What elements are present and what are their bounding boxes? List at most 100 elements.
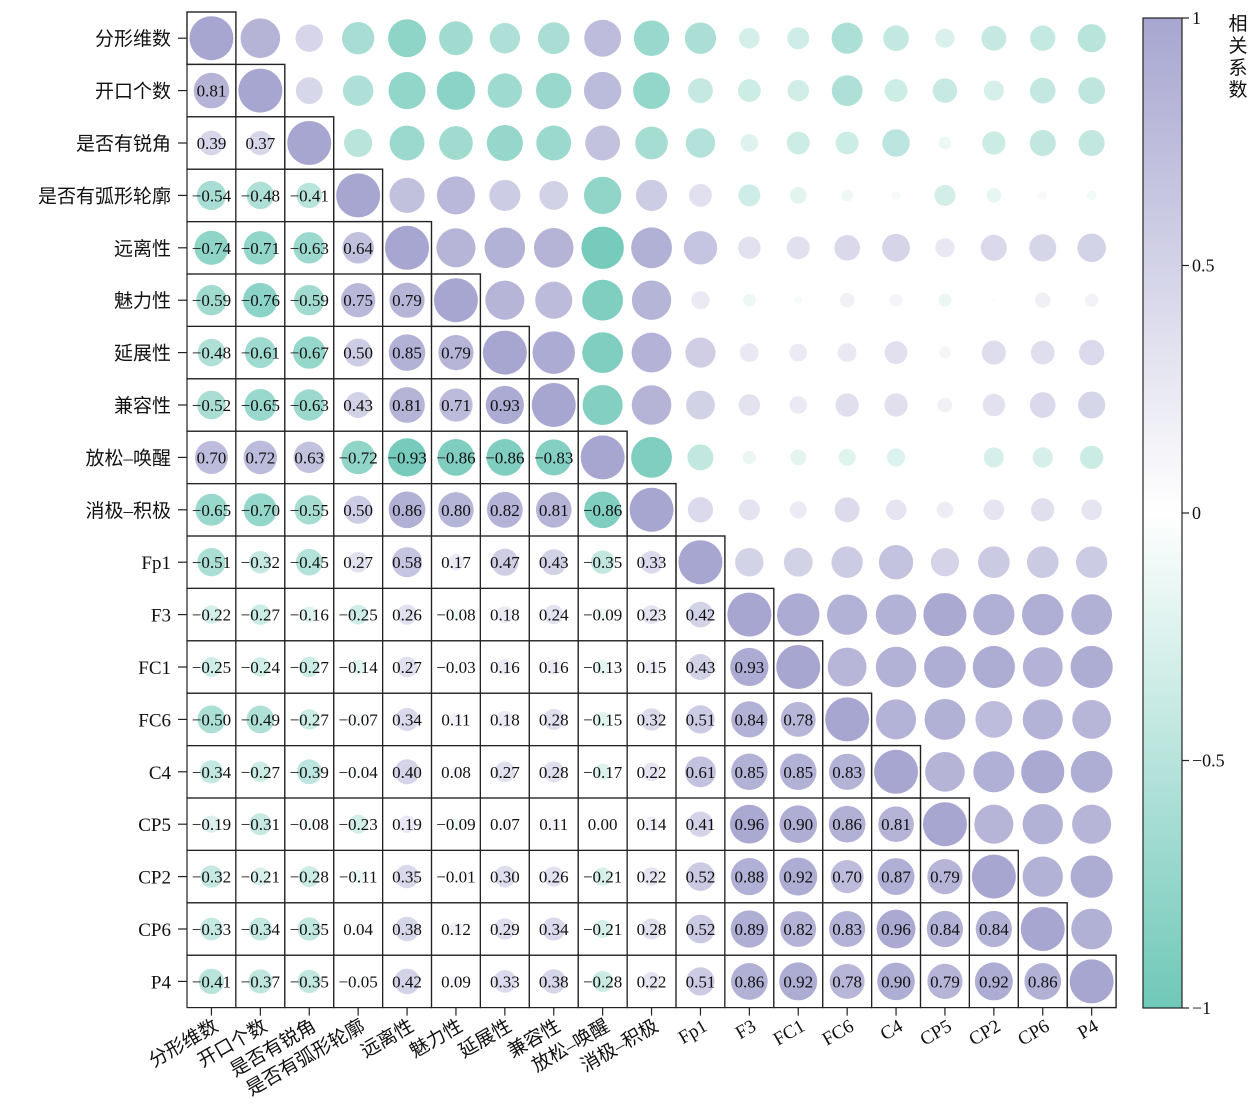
corr-value-15-2: −0.08	[290, 815, 329, 834]
diag-border-4	[381, 220, 433, 275]
corr-circle-7-18	[1078, 391, 1106, 419]
corr-value-14-9: 0.22	[637, 763, 667, 782]
corr-value-11-4: 0.26	[392, 606, 422, 625]
corr-circle-5-14	[889, 293, 903, 307]
corr-circle-3-10	[689, 183, 712, 207]
corr-circle-2-13	[835, 131, 859, 155]
corr-circle-7-8	[582, 384, 623, 426]
corr-circle-17-18	[1071, 908, 1113, 950]
corr-circle-7-15	[937, 397, 953, 413]
corr-circle-11-11	[727, 592, 772, 637]
corr-value-18-17: 0.86	[1028, 972, 1058, 991]
corr-circle-16-18	[1070, 855, 1113, 898]
corr-value-15-3: −0.23	[338, 815, 377, 834]
corr-circle-12-13	[827, 647, 867, 687]
diag-border-8	[577, 430, 628, 485]
corr-value-18-10: 0.51	[686, 972, 716, 991]
corr-circle-14-12	[780, 753, 817, 791]
corr-circle-7-0	[197, 390, 226, 420]
corr-value-12-4: 0.27	[392, 658, 422, 677]
corr-value-16-12: 0.92	[783, 868, 813, 887]
corr-value-12-6: 0.16	[490, 658, 520, 677]
colorbar-title-char-3: 数	[1228, 79, 1247, 101]
corr-circle-2-11	[740, 134, 759, 152]
corr-circle-17-0	[200, 917, 223, 941]
corr-value-17-16: 0.84	[979, 920, 1009, 939]
corr-circle-12-4	[396, 656, 418, 678]
corr-circle-11-10	[687, 601, 714, 628]
corr-circle-15-4	[398, 815, 416, 833]
colorbar-title-char-1: 关	[1228, 35, 1247, 57]
corr-value-17-9: 0.28	[637, 920, 667, 939]
diag-border-7	[528, 378, 579, 432]
corr-circle-6-18	[1079, 339, 1105, 366]
x-label-4: 远离性	[357, 1015, 417, 1063]
corr-circle-15-10	[687, 811, 714, 837]
corr-value-13-2: −0.27	[290, 710, 330, 729]
corr-circle-9-4	[388, 491, 426, 529]
corr-circle-4-11	[738, 236, 761, 260]
corr-value-6-2: −0.67	[290, 344, 330, 363]
corr-circle-17-4	[394, 916, 420, 942]
corr-value-9-6: 0.82	[490, 501, 520, 520]
corr-circle-6-1	[244, 337, 276, 369]
corr-value-18-9: 0.22	[637, 972, 667, 991]
corr-circle-5-9	[631, 280, 672, 320]
corr-circle-9-10	[687, 497, 714, 523]
corr-value-16-7: 0.26	[539, 868, 569, 887]
corr-circle-16-0	[200, 865, 223, 888]
corr-value-18-6: 0.33	[490, 972, 520, 991]
diag-border-5	[430, 273, 482, 328]
corr-circle-13-5	[449, 712, 463, 726]
corr-value-13-12: 0.78	[783, 710, 813, 729]
corr-value-11-2: −0.16	[290, 606, 329, 625]
corr-circle-6-7	[532, 331, 575, 374]
corr-value-14-11: 0.85	[734, 763, 764, 782]
corr-value-14-8: −0.17	[583, 763, 623, 782]
corr-circle-10-10	[678, 540, 723, 585]
corr-circle-14-11	[731, 753, 768, 791]
corr-value-6-4: 0.85	[392, 344, 422, 363]
corr-circle-17-6	[494, 918, 516, 940]
corr-value-4-2: −0.63	[290, 239, 329, 258]
corr-circle-1-11	[737, 79, 761, 103]
corr-value-12-2: −0.27	[290, 658, 330, 677]
diag-border-2	[284, 116, 335, 170]
corr-circle-18-10	[686, 967, 715, 996]
corr-circle-3-7	[539, 180, 569, 210]
corr-circle-14-7	[543, 761, 565, 783]
corr-circle-10-9	[640, 550, 663, 574]
y-label-11: F3	[151, 606, 171, 627]
corr-circle-5-7	[535, 281, 573, 319]
corr-circle-15-12	[779, 805, 818, 843]
corr-circle-10-7	[540, 549, 567, 576]
corr-value-6-0: −0.48	[192, 344, 231, 363]
y-label-17: CP6	[138, 920, 171, 941]
corr-value-18-8: −0.28	[583, 972, 622, 991]
corr-circle-0-10	[684, 22, 717, 54]
corr-circle-1-3	[342, 75, 374, 106]
corr-circle-8-16	[983, 447, 1004, 468]
corr-circle-5-8	[582, 279, 624, 321]
corr-circle-9-2	[294, 495, 324, 525]
colorbar-tick-label-4: −1	[1192, 998, 1211, 1018]
corr-circle-14-4	[394, 759, 420, 785]
corr-value-10-8: −0.35	[583, 553, 622, 572]
corr-circle-6-15	[939, 346, 951, 359]
corr-value-16-15: 0.79	[930, 868, 960, 887]
corr-circle-18-0	[198, 968, 225, 995]
corr-circle-7-17	[1029, 392, 1056, 418]
corr-circle-11-8	[596, 608, 609, 621]
corr-value-13-10: 0.51	[686, 710, 716, 729]
corr-circle-11-12	[777, 593, 820, 636]
corr-circle-0-15	[935, 28, 955, 48]
diag-border-12	[773, 640, 824, 694]
x-label-12: FC1	[770, 1016, 809, 1051]
corr-circle-0-4	[388, 19, 426, 58]
y-label-12: FC1	[138, 658, 171, 679]
corr-value-6-3: 0.50	[343, 344, 373, 363]
corr-circle-4-0	[194, 230, 229, 265]
corr-value-8-0: 0.70	[197, 448, 227, 467]
corr-circle-17-2	[297, 917, 321, 941]
